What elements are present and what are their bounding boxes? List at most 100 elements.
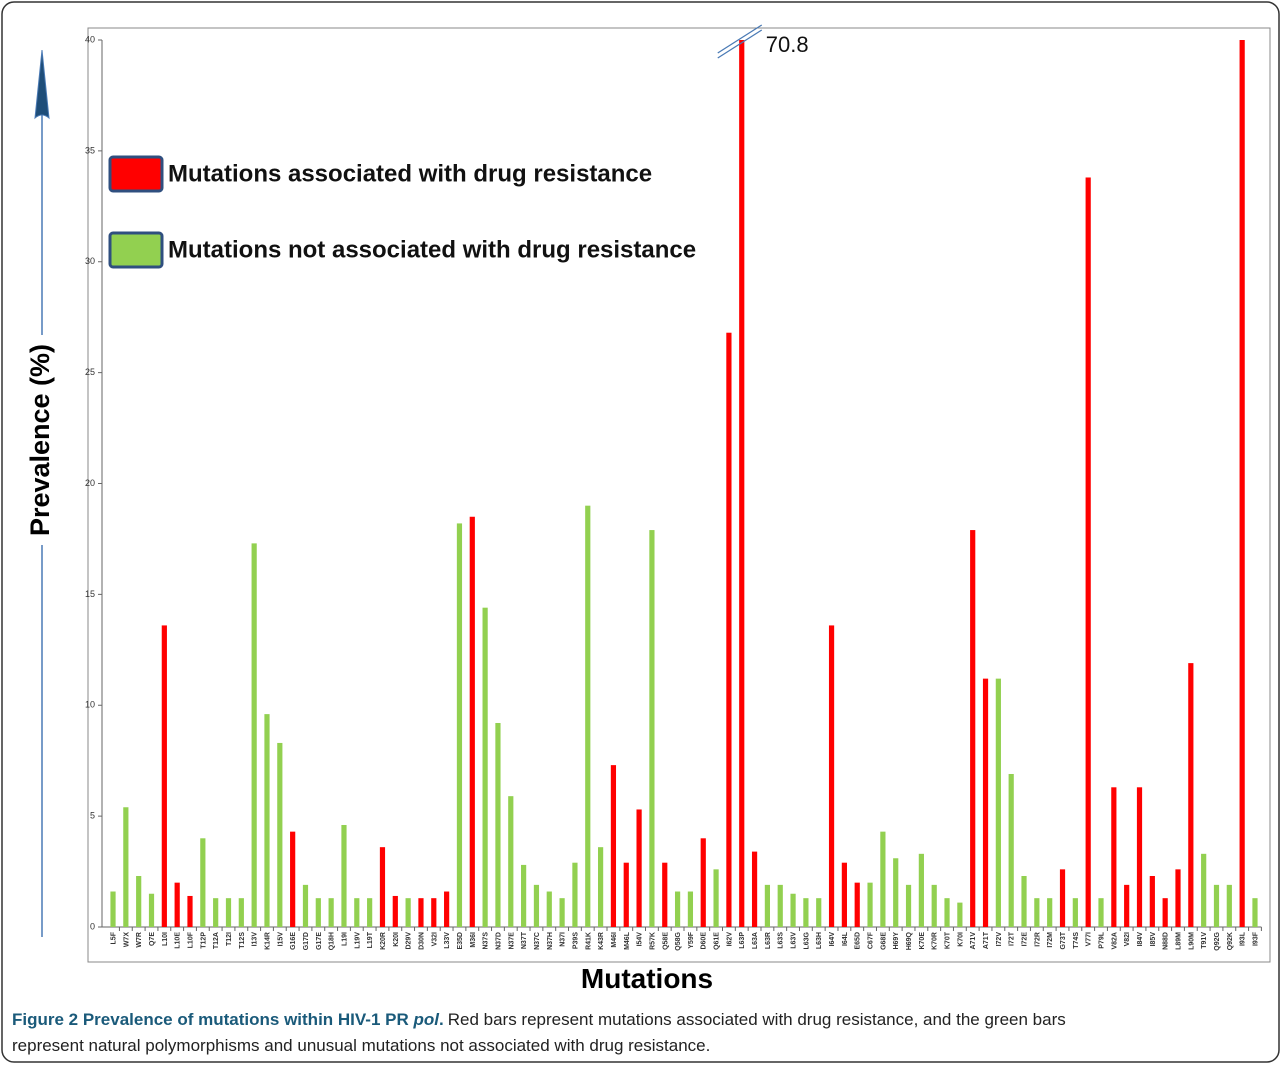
bar (392, 895, 398, 927)
x-tick-label: K70E (919, 932, 926, 950)
bar (431, 898, 437, 927)
x-tick-label: L90M (1188, 932, 1195, 950)
bar (687, 891, 694, 927)
x-tick-label: T12A (213, 932, 220, 949)
bar (367, 898, 373, 927)
bar (1213, 884, 1220, 927)
x-tick-label: N88D (1163, 932, 1170, 950)
bar (662, 862, 668, 927)
bar (854, 882, 860, 927)
bar (905, 884, 912, 927)
x-tick-label: D29V (406, 932, 413, 950)
bar (1047, 898, 1053, 927)
x-tick-label: N37S (483, 932, 490, 950)
x-tick-label: H69Q (906, 931, 913, 950)
bar (238, 898, 244, 927)
y-tick-label: 30 (85, 256, 95, 266)
bar (1175, 869, 1181, 927)
bar (469, 516, 475, 927)
x-tick-label: I62V (726, 932, 733, 947)
bar (328, 898, 334, 927)
x-tick-label: L63A (752, 932, 759, 949)
bar (867, 882, 873, 927)
bar (841, 862, 847, 927)
x-tick-label: L19T (367, 931, 374, 948)
bar (726, 332, 732, 928)
x-tick-label: G68E (880, 932, 887, 950)
bar (700, 838, 706, 927)
x-tick-label: Q92G (1214, 931, 1221, 950)
x-tick-label: M46I (611, 932, 618, 948)
y-tick-label: 35 (85, 145, 95, 155)
x-tick-label: L10E (175, 932, 182, 949)
caption-line1: Red bars represent mutations associated … (448, 1010, 1066, 1029)
bar (277, 742, 283, 927)
x-tick-label: H69Y (893, 932, 900, 950)
bar (161, 625, 167, 927)
x-tick-label: M46L (624, 931, 631, 950)
bar (405, 898, 411, 927)
x-tick-label: Q58E (662, 932, 669, 950)
bar (1124, 884, 1130, 927)
bar (674, 891, 681, 927)
caption-line2: represent natural polymorphisms and unus… (12, 1036, 710, 1055)
x-tick-label: E65D (855, 932, 862, 950)
x-tick-label: L63G (803, 931, 810, 949)
x-tick-label: A71T (983, 931, 990, 949)
x-tick-label: I85V (1150, 932, 1157, 947)
x-tick-label: I15V (277, 932, 284, 947)
x-tick-label: G17D (303, 932, 310, 950)
x-tick-label: I54V (637, 932, 644, 947)
bar (302, 884, 309, 927)
x-tick-label: K70R (932, 932, 939, 950)
x-tick-label: L63R (765, 932, 772, 949)
x-tick-label: N37I (560, 932, 567, 947)
x-tick-label: D60E (701, 932, 708, 950)
bar (521, 864, 527, 927)
x-tick-label: Q58G (675, 931, 682, 950)
x-tick-label: L19I (341, 932, 348, 946)
bar (623, 862, 629, 927)
bar (418, 898, 424, 927)
x-tick-label: L33V (444, 932, 451, 949)
x-tick-label: Q61E (714, 932, 721, 950)
x-tick-label: L63P (739, 932, 746, 949)
y-label-bg (28, 335, 56, 545)
y-arrow-head (34, 49, 50, 120)
x-tick-label: N37C (534, 932, 541, 950)
bar (636, 809, 642, 927)
x-tick-label: E35D (457, 932, 464, 950)
x-tick-label: T74S (1073, 932, 1080, 949)
bar (123, 807, 129, 927)
x-tick-label: G73T (1060, 931, 1067, 949)
bar (918, 853, 924, 927)
x-tick-label: Q18H (329, 932, 336, 950)
bar (1162, 898, 1168, 927)
x-tick-label: V77I (1086, 932, 1093, 946)
legend-label: Mutations associated with drug resistanc… (168, 160, 652, 187)
break-mark (717, 24, 763, 54)
x-tick-label: G16E (290, 932, 297, 950)
y-tick-label: 10 (85, 700, 95, 710)
x-tick-label: W7R (136, 932, 143, 948)
x-tick-label: I13V (252, 932, 259, 947)
x-tick-label: N37H (547, 932, 554, 950)
bar (828, 625, 835, 927)
x-tick-label: Y59F (688, 931, 695, 948)
x-tick-label: I93L (1240, 931, 1247, 946)
break-mark (717, 29, 763, 59)
bar (213, 898, 219, 927)
bar (456, 523, 463, 927)
x-tick-label: V32I (431, 932, 438, 946)
x-tick-label: V82I (1124, 932, 1131, 946)
bar (713, 869, 719, 927)
y-tick-label: 15 (85, 589, 95, 599)
caption-end: . (439, 1010, 444, 1029)
bar (597, 847, 604, 927)
bar (585, 505, 591, 927)
x-tick-label: R41K (585, 932, 592, 950)
x-tick-label: K43R (598, 932, 605, 950)
bar (341, 824, 347, 927)
